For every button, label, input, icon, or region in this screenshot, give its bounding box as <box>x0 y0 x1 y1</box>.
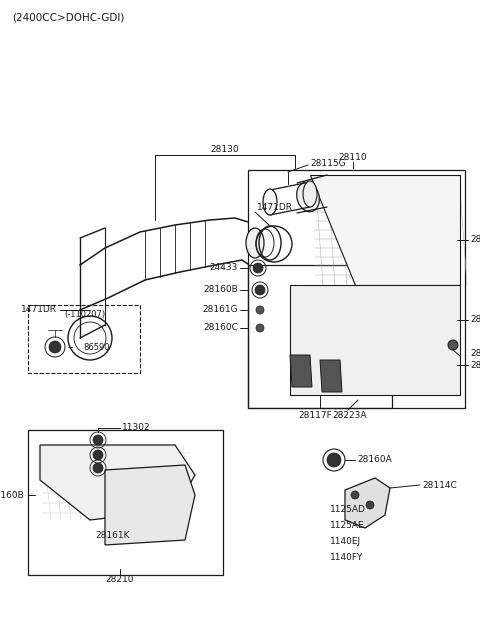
Circle shape <box>93 435 103 445</box>
Text: 1140FY: 1140FY <box>330 553 363 563</box>
Circle shape <box>366 501 374 509</box>
Circle shape <box>256 324 264 332</box>
Bar <box>248 265 392 408</box>
Text: 28223A: 28223A <box>333 412 367 420</box>
Text: 28160A: 28160A <box>357 455 392 465</box>
Circle shape <box>327 453 341 467</box>
Text: 28114C: 28114C <box>422 481 457 489</box>
Text: 28115G: 28115G <box>310 158 346 168</box>
Text: (2400CC>DOHC-GDI): (2400CC>DOHC-GDI) <box>12 12 124 22</box>
Text: 28160B: 28160B <box>203 286 238 294</box>
Circle shape <box>256 306 264 314</box>
Text: 1125AD: 1125AD <box>330 505 366 515</box>
Text: 1140EJ: 1140EJ <box>330 538 361 546</box>
Ellipse shape <box>263 189 277 215</box>
Polygon shape <box>105 465 195 545</box>
Text: (-110207): (-110207) <box>64 310 106 319</box>
Circle shape <box>93 450 103 460</box>
Text: 24433: 24433 <box>210 263 238 273</box>
Circle shape <box>351 491 359 499</box>
Ellipse shape <box>303 181 317 207</box>
Polygon shape <box>40 445 195 520</box>
Text: 28113: 28113 <box>470 315 480 325</box>
Bar <box>28 430 223 575</box>
Ellipse shape <box>246 228 264 258</box>
Text: 28210: 28210 <box>106 576 134 584</box>
Bar <box>28 305 140 373</box>
Text: 28130: 28130 <box>211 145 240 155</box>
Text: 28160C: 28160C <box>203 324 238 332</box>
Text: 28160B: 28160B <box>0 491 24 499</box>
Text: 28111: 28111 <box>470 235 480 245</box>
Text: 1125AE: 1125AE <box>330 522 365 530</box>
Circle shape <box>448 340 458 350</box>
Text: 11302: 11302 <box>122 424 151 432</box>
Text: 28161G: 28161G <box>203 306 238 314</box>
Text: 86590: 86590 <box>83 343 109 351</box>
Text: 28112: 28112 <box>470 361 480 369</box>
Circle shape <box>253 263 263 273</box>
Bar <box>248 170 465 408</box>
Circle shape <box>93 463 103 473</box>
Polygon shape <box>290 285 460 395</box>
Circle shape <box>49 341 61 353</box>
Polygon shape <box>310 175 460 285</box>
Text: 28174H: 28174H <box>470 348 480 358</box>
Text: 1471DR: 1471DR <box>257 202 293 212</box>
Polygon shape <box>345 478 390 528</box>
Text: 28110: 28110 <box>339 153 367 161</box>
Text: 1471DR: 1471DR <box>21 306 57 314</box>
Polygon shape <box>320 360 342 392</box>
Text: 28117F: 28117F <box>298 410 332 420</box>
Ellipse shape <box>297 182 319 212</box>
Text: 28161K: 28161K <box>95 530 130 540</box>
Polygon shape <box>290 355 312 387</box>
Circle shape <box>255 285 265 295</box>
